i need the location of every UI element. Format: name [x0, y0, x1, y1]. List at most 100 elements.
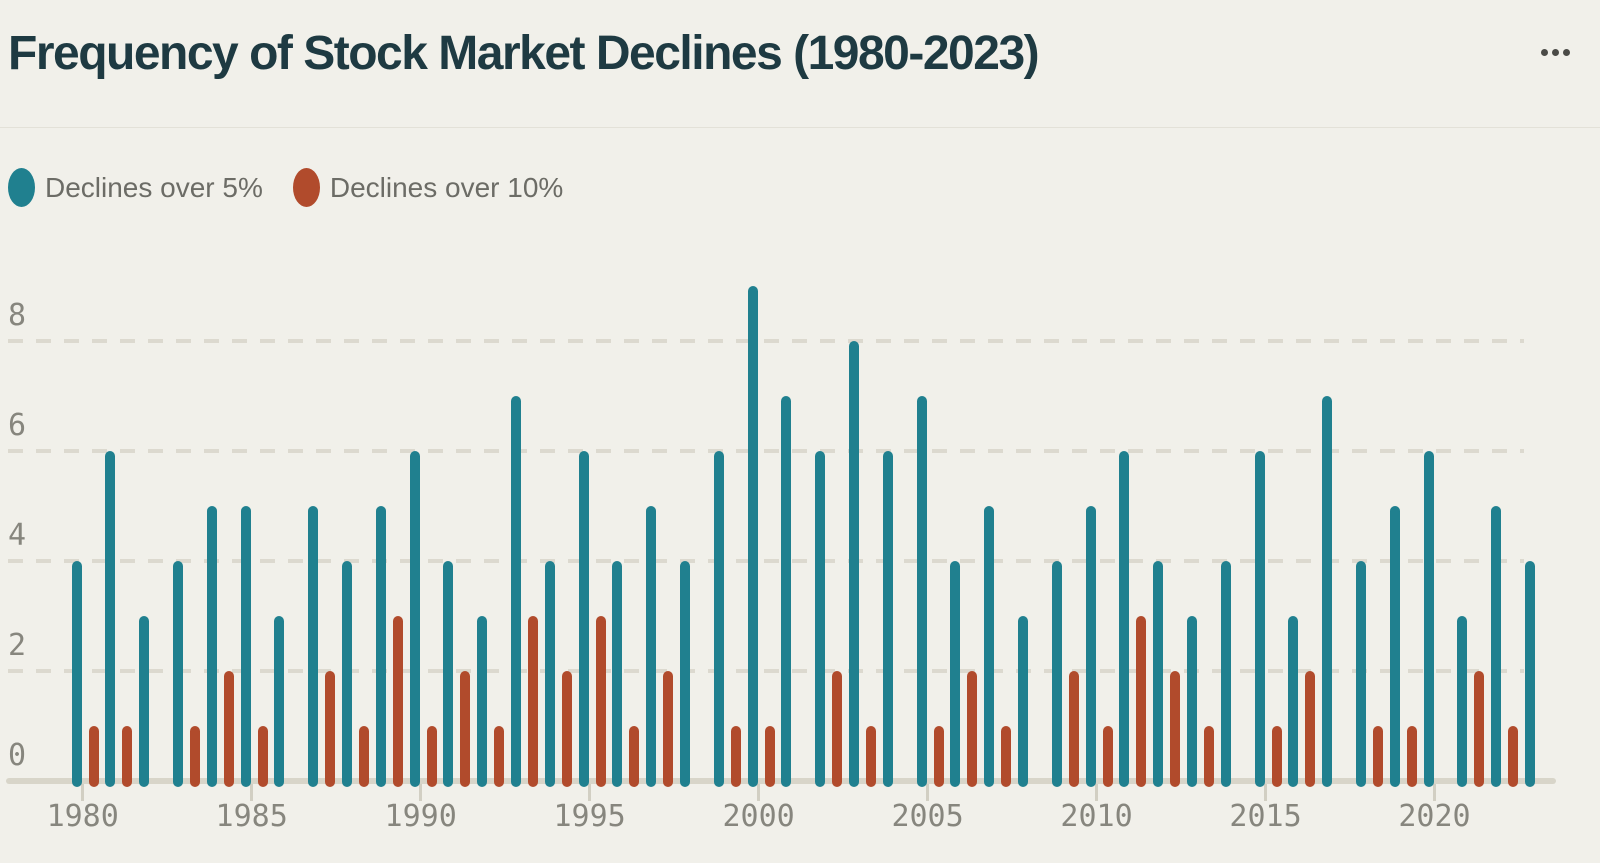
bar-over5-2014[interactable] [1220, 561, 1231, 787]
bar-over5-1997[interactable] [646, 506, 657, 787]
bar-over5-1985[interactable] [240, 506, 251, 787]
bar-over10-2005[interactable] [933, 726, 944, 787]
bar-over5-2003[interactable] [848, 341, 859, 787]
bar-over10-1997[interactable] [663, 671, 674, 787]
bar-over5-1996[interactable] [612, 561, 623, 787]
bar-over10-1991[interactable] [460, 671, 471, 787]
more-options-button[interactable] [1526, 40, 1570, 64]
bar-over5-2001[interactable] [781, 396, 792, 787]
bar-over5-2011[interactable] [1119, 451, 1130, 787]
bar-over10-2006[interactable] [967, 671, 978, 787]
x-axis-label-2000: 2000 [722, 799, 795, 834]
bar-over10-2007[interactable] [1001, 726, 1012, 787]
legend-item-declines-over-10[interactable]: Declines over 10% [292, 168, 564, 207]
bar-over10-1987[interactable] [325, 671, 336, 787]
bar-over10-2013[interactable] [1203, 726, 1214, 787]
gridline-y-8 [8, 339, 1524, 343]
bar-over10-1980[interactable] [88, 726, 99, 787]
bar-over10-1999[interactable] [730, 726, 741, 787]
bar-over5-2018[interactable] [1355, 561, 1366, 787]
bar-over10-2016[interactable] [1305, 671, 1316, 787]
bar-over5-1983[interactable] [173, 561, 184, 787]
legend-dot-rust [292, 168, 320, 207]
x-axis-tick-1995 [588, 784, 592, 801]
x-axis-tick-2005 [926, 784, 930, 801]
bar-over10-2009[interactable] [1068, 671, 1079, 787]
bar-over5-2013[interactable] [1186, 616, 1197, 787]
y-axis-label-8: 8 [8, 298, 27, 333]
bar-over5-2000[interactable] [747, 286, 758, 787]
bar-over5-2007[interactable] [984, 506, 995, 787]
bar-over5-2019[interactable] [1389, 506, 1400, 787]
ellipsis-icon [1563, 48, 1570, 56]
bar-over5-1982[interactable] [139, 616, 150, 787]
bar-over10-1995[interactable] [595, 616, 606, 787]
bar-over10-1981[interactable] [122, 726, 133, 787]
bar-over5-1980[interactable] [71, 561, 82, 787]
bar-over5-2022[interactable] [1491, 506, 1502, 787]
bar-over10-2011[interactable] [1136, 616, 1147, 787]
bar-over10-2021[interactable] [1474, 671, 1485, 787]
legend-label: Declines over 5% [45, 171, 263, 203]
bar-over10-2010[interactable] [1102, 726, 1113, 787]
bar-over10-1992[interactable] [494, 726, 505, 787]
gridline-y-2 [8, 669, 1524, 673]
bar-over10-1988[interactable] [359, 726, 370, 787]
bar-over5-2016[interactable] [1288, 616, 1299, 787]
bar-over5-2010[interactable] [1085, 506, 1096, 787]
x-axis-label-1990: 1990 [384, 799, 457, 834]
bar-over5-1994[interactable] [544, 561, 555, 787]
bar-over10-2002[interactable] [832, 671, 843, 787]
bar-over5-1988[interactable] [342, 561, 353, 787]
bar-over10-2018[interactable] [1372, 726, 1383, 787]
gridline-y-4 [8, 559, 1524, 563]
bar-over5-2008[interactable] [1017, 616, 1028, 787]
bar-over5-1999[interactable] [713, 451, 724, 787]
bar-over10-2012[interactable] [1170, 671, 1181, 787]
bar-over5-2002[interactable] [815, 451, 826, 787]
bar-over5-2009[interactable] [1051, 561, 1062, 787]
bar-over10-2015[interactable] [1271, 726, 1282, 787]
bar-over5-1995[interactable] [578, 451, 589, 787]
bar-over10-2000[interactable] [764, 726, 775, 787]
x-axis-label-2015: 2015 [1229, 799, 1302, 834]
bar-over5-2006[interactable] [950, 561, 961, 787]
x-axis-tick-2015 [1264, 784, 1268, 801]
bar-over10-1996[interactable] [629, 726, 640, 787]
bar-over10-1994[interactable] [561, 671, 572, 787]
bar-over5-1990[interactable] [409, 451, 420, 787]
bar-over5-2004[interactable] [882, 451, 893, 787]
bar-over10-1990[interactable] [426, 726, 437, 787]
bar-over5-1998[interactable] [680, 561, 690, 787]
bar-over10-1985[interactable] [257, 726, 268, 787]
bar-over10-1984[interactable] [223, 671, 234, 787]
bar-over10-1993[interactable] [528, 616, 539, 787]
x-axis-tick-1980 [81, 784, 85, 801]
bar-over5-2017[interactable] [1322, 396, 1333, 787]
bar-over5-2020[interactable] [1423, 451, 1434, 787]
bar-over5-1992[interactable] [477, 616, 488, 787]
bar-over10-1989[interactable] [392, 616, 403, 787]
bar-over5-2012[interactable] [1153, 561, 1164, 787]
bar-over10-2003[interactable] [865, 726, 876, 787]
bar-over5-2015[interactable] [1254, 451, 1265, 787]
bar-over10-2019[interactable] [1406, 726, 1417, 787]
bar-over5-1989[interactable] [375, 506, 386, 787]
bar-over5-1993[interactable] [511, 396, 522, 787]
bar-over5-2021[interactable] [1457, 616, 1468, 787]
bar-over10-2022[interactable] [1508, 726, 1519, 787]
bar-over5-1991[interactable] [443, 561, 454, 787]
bar-over5-2005[interactable] [916, 396, 927, 787]
bar-over5-1986[interactable] [274, 616, 285, 787]
bar-over5-2023[interactable] [1524, 561, 1535, 787]
bar-over5-1984[interactable] [206, 506, 217, 787]
legend-label: Declines over 10% [329, 171, 564, 203]
x-axis-tick-1985 [250, 784, 254, 801]
bar-over10-1983[interactable] [190, 726, 201, 787]
chart-title: Frequency of Stock Market Declines (1980… [8, 27, 1040, 80]
legend-item-declines-over-5[interactable]: Declines over 5% [8, 168, 263, 207]
bar-over5-1987[interactable] [308, 506, 319, 787]
bar-over5-1981[interactable] [105, 451, 116, 787]
